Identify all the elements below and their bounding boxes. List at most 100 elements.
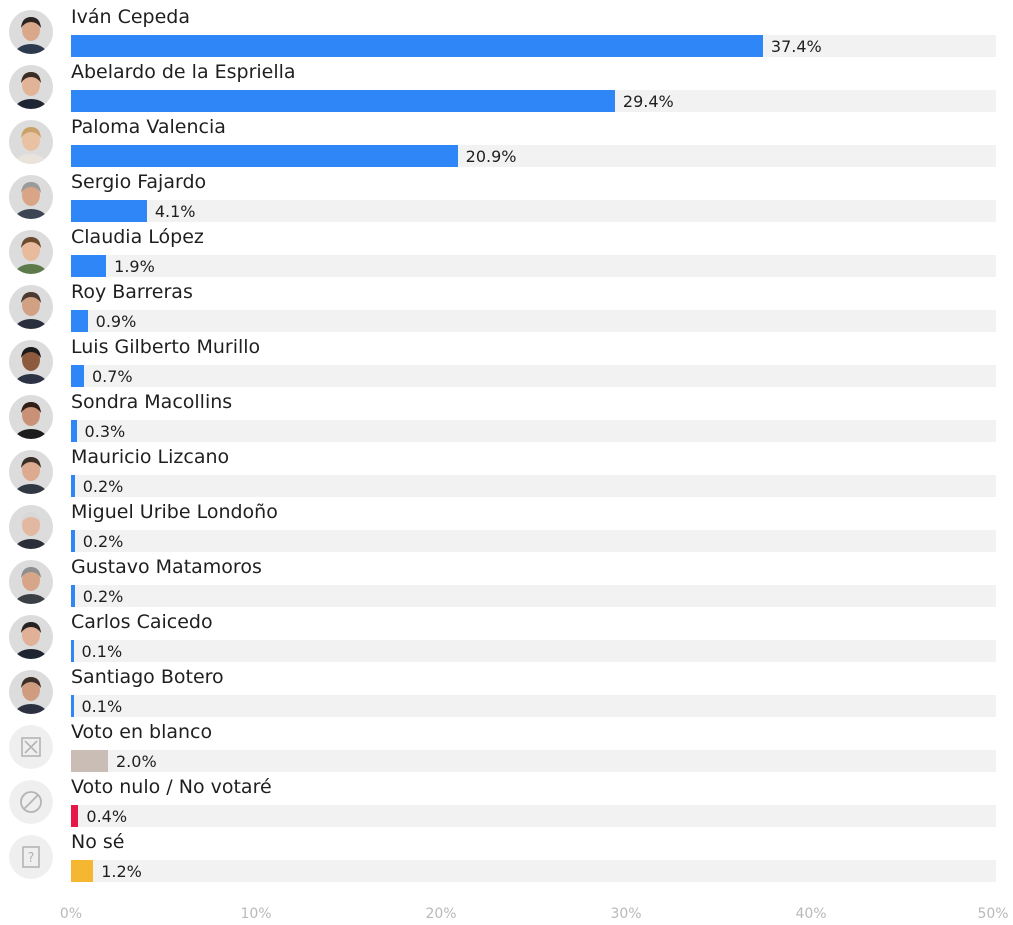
bar [71, 200, 147, 222]
category-label: Paloma Valencia [71, 116, 226, 138]
bar [71, 35, 763, 57]
category-label: Abelardo de la Espriella [71, 61, 296, 83]
bar [71, 475, 75, 497]
category-label: Sergio Fajardo [71, 171, 207, 193]
candidate-avatar [9, 670, 53, 714]
bar-track [71, 90, 996, 112]
bar [71, 530, 75, 552]
bar-track [71, 255, 996, 277]
bar-track [71, 420, 996, 442]
category-label: Voto en blanco [71, 721, 213, 743]
bar-track [71, 530, 996, 552]
bar-row: Claudia López 1.9% [0, 225, 1013, 280]
bar-track [71, 145, 996, 167]
value-label: 0.7% [91, 367, 133, 386]
bar [71, 750, 108, 772]
value-label: 4.1% [154, 202, 196, 221]
category-label: Luis Gilberto Murillo [71, 336, 261, 358]
bar [71, 365, 84, 387]
bar-track [71, 35, 996, 57]
bar [71, 805, 79, 827]
category-label: Carlos Caicedo [71, 611, 213, 633]
bar-row: Luis Gilberto Murillo 0.7% [0, 335, 1013, 390]
category-label: Mauricio Lizcano [71, 446, 230, 468]
value-label: 37.4% [770, 37, 822, 56]
bar-row: ? No sé 1.2% [0, 830, 1013, 885]
bar [71, 585, 75, 607]
candidate-avatar [9, 230, 53, 274]
x-tick-label: 50% [977, 906, 1009, 922]
null-vote-icon [9, 780, 53, 824]
svg-text:?: ? [28, 851, 35, 866]
bar-track [71, 750, 996, 772]
value-label: 0.3% [84, 422, 126, 441]
bar [71, 695, 74, 717]
candidate-avatar [9, 65, 53, 109]
bar [71, 310, 88, 332]
candidate-avatar [9, 505, 53, 549]
candidate-avatar [9, 175, 53, 219]
bar-track [71, 805, 996, 827]
value-label: 29.4% [622, 92, 674, 111]
bar-row: Carlos Caicedo 0.1% [0, 610, 1013, 665]
bar-row: Voto nulo / No votaré 0.4% [0, 775, 1013, 830]
bar-track [71, 200, 996, 222]
value-label: 1.2% [101, 862, 142, 881]
candidate-avatar [9, 120, 53, 164]
candidate-avatar [9, 615, 53, 659]
category-label: Voto nulo / No votaré [71, 776, 272, 798]
category-label: Gustavo Matamoros [71, 556, 262, 578]
bar [71, 640, 74, 662]
candidate-avatar [9, 10, 53, 54]
value-label: 0.2% [82, 587, 124, 606]
category-label: Miguel Uribe Londoño [71, 501, 278, 523]
bar [71, 90, 615, 112]
category-label: Iván Cepeda [71, 6, 190, 28]
value-label: 0.2% [82, 532, 124, 551]
value-label: 20.9% [465, 147, 517, 166]
bar-row: Gustavo Matamoros 0.2% [0, 555, 1013, 610]
bar-row: Sondra Macollins 0.3% [0, 390, 1013, 445]
candidate-avatar [9, 340, 53, 384]
x-tick-label: 30% [610, 906, 642, 922]
candidate-avatar [9, 395, 53, 439]
bar-row: Santiago Botero 0.1% [0, 665, 1013, 720]
bar [71, 860, 94, 882]
unknown-icon: ? [9, 835, 53, 879]
bar-row: Abelardo de la Espriella 29.4% [0, 60, 1013, 115]
bar-track [71, 640, 996, 662]
bar-row: Paloma Valencia 20.9% [0, 115, 1013, 170]
value-label: 1.9% [114, 257, 155, 276]
bar-track [71, 475, 996, 497]
bar-row: Iván Cepeda 37.4% [0, 5, 1013, 60]
blank-vote-icon [9, 725, 53, 769]
bar-track [71, 365, 996, 387]
category-label: Roy Barreras [71, 281, 193, 303]
category-label: Santiago Botero [71, 666, 224, 688]
candidate-avatar [9, 450, 53, 494]
bar-track [71, 310, 996, 332]
value-label: 0.4% [86, 807, 128, 826]
value-label: 2.0% [116, 752, 157, 771]
bar-row: Mauricio Lizcano 0.2% [0, 445, 1013, 500]
bar-track [71, 585, 996, 607]
x-tick-label: 0% [59, 906, 83, 922]
x-tick-label: 40% [795, 906, 827, 922]
value-label: 0.1% [81, 697, 123, 716]
candidate-avatar [9, 285, 53, 329]
x-tick-label: 20% [425, 906, 457, 922]
category-label: Claudia López [71, 226, 204, 248]
bar-track [71, 695, 996, 717]
bar-row: Voto en blanco 2.0% [0, 720, 1013, 775]
candidate-avatar [9, 560, 53, 604]
bar [71, 145, 458, 167]
bar-row: Miguel Uribe Londoño 0.2% [0, 500, 1013, 555]
category-label: Sondra Macollins [71, 391, 233, 413]
category-label: No sé [71, 831, 125, 853]
value-label: 0.2% [82, 477, 124, 496]
bar [71, 420, 77, 442]
value-label: 0.1% [81, 642, 123, 661]
x-tick-label: 10% [240, 906, 272, 922]
bar [71, 255, 107, 277]
